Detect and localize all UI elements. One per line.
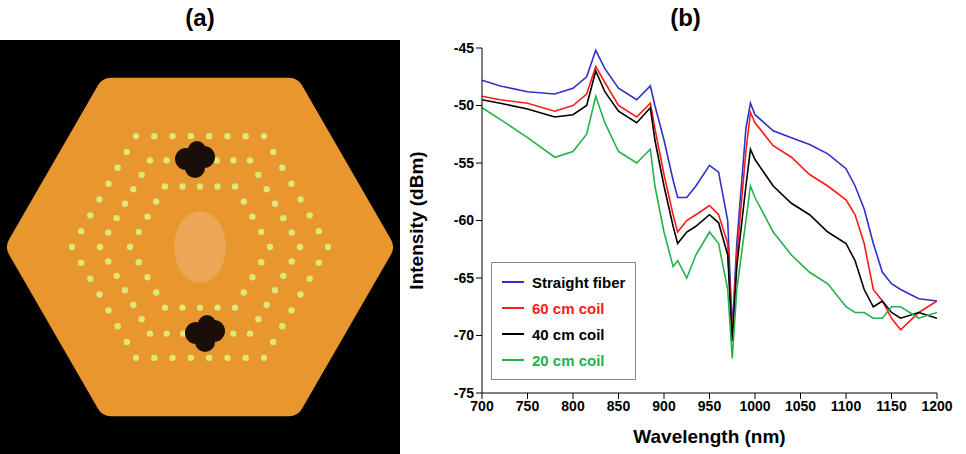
svg-text:-65: -65 (454, 270, 474, 286)
svg-text:1200: 1200 (921, 398, 952, 414)
svg-text:1150: 1150 (876, 398, 907, 414)
svg-text:-45: -45 (454, 40, 474, 56)
svg-text:1000: 1000 (739, 398, 770, 414)
html-text:40 cm coil: 40 cm coil (532, 325, 605, 343)
svg-text:850: 850 (607, 398, 631, 414)
html-text:(b): (b) (670, 4, 701, 31)
html-text:20 cm coil: 20 cm coil (532, 351, 605, 369)
html-text:60 cm coil: 60 cm coil (532, 299, 605, 317)
svg-text:-75: -75 (454, 385, 474, 401)
svg-text:800: 800 (561, 398, 585, 414)
svg-text:700: 700 (470, 397, 494, 414)
html-text:Straight fiber: Straight fiber (532, 273, 626, 291)
html-text:(a): (a) (185, 4, 215, 31)
svg-text:750: 750 (516, 398, 540, 414)
svg-text:-60: -60 (454, 212, 474, 228)
svg-text:-55: -55 (454, 155, 474, 171)
svg-text:-70: -70 (454, 327, 474, 343)
svg-text:Wavelength (nm): Wavelength (nm) (633, 426, 785, 447)
svg-text:Intensity (dBm): Intensity (dBm) (406, 151, 427, 289)
svg-text:1100: 1100 (831, 398, 862, 414)
svg-text:900: 900 (652, 398, 676, 414)
svg-text:950: 950 (698, 398, 722, 414)
svg-text:-50: -50 (454, 97, 474, 113)
svg-text:1050: 1050 (785, 398, 816, 414)
